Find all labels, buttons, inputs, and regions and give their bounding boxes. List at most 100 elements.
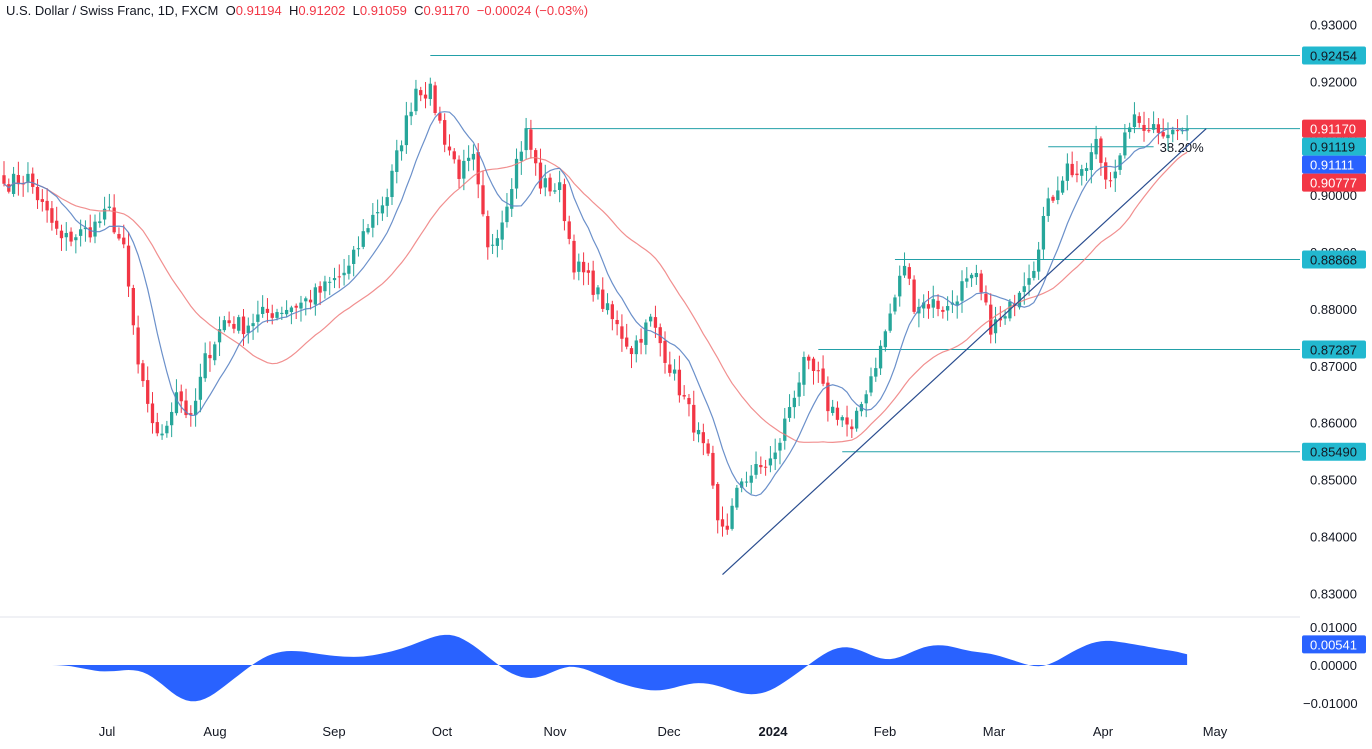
candle (170, 402, 174, 438)
candle (1032, 261, 1036, 281)
candle-body (706, 443, 710, 454)
candle (1175, 119, 1180, 141)
candle (294, 303, 298, 320)
candle (1104, 157, 1108, 189)
candle (649, 313, 653, 327)
candle-body (778, 442, 782, 451)
candle-body (802, 356, 806, 385)
candle (375, 199, 380, 226)
candle-body (55, 220, 59, 229)
candle (332, 267, 337, 289)
candle-body (256, 314, 260, 322)
price-tag-label: 0.91170 (1310, 122, 1356, 137)
candle-body (840, 417, 844, 421)
candle (807, 354, 811, 370)
candle (184, 388, 188, 419)
candle-body (668, 364, 672, 373)
candle-body (941, 309, 945, 312)
candle-body (902, 265, 907, 276)
candle (74, 234, 78, 254)
candle-body (1171, 129, 1175, 135)
candle-body (1166, 134, 1170, 139)
candle-body (102, 208, 107, 220)
candle-body (591, 270, 595, 295)
candle-body (476, 152, 480, 185)
candle (577, 253, 581, 281)
candle-body (347, 265, 351, 274)
candle (1075, 161, 1079, 183)
candle (16, 161, 21, 196)
candle (1027, 264, 1031, 296)
candle (754, 451, 758, 479)
candle (1070, 151, 1074, 178)
price-tick-label: 0.90000 (1310, 188, 1357, 203)
candle (831, 399, 835, 416)
candle (371, 203, 375, 238)
candle (557, 170, 562, 203)
candle-body (850, 426, 854, 430)
candle (581, 252, 586, 286)
osc-tick-label: −0.01000 (1303, 696, 1358, 711)
candle-body (878, 345, 883, 369)
candle-body (471, 153, 476, 160)
candle-body (907, 267, 911, 279)
candle-body (452, 151, 456, 160)
candle-body (735, 487, 739, 508)
candle-body (979, 273, 983, 293)
candle (629, 345, 634, 369)
time-axis[interactable]: Jul Aug Sep Oct Nov Dec 2024 Feb Mar Apr May (99, 724, 1228, 739)
candle (922, 294, 926, 319)
candle-body (1137, 116, 1141, 123)
oscillator-tag: 0.00541 (1302, 635, 1366, 654)
candle-body (759, 465, 763, 468)
candle (725, 513, 729, 535)
candle (45, 188, 49, 223)
candle-body (787, 407, 792, 418)
candle-body (701, 432, 705, 444)
candle-body (644, 322, 648, 345)
candle (720, 506, 725, 537)
candle-body (553, 190, 557, 192)
candle (31, 167, 35, 194)
oscillator-tag-label: 0.00541 (1310, 637, 1357, 652)
oscillator-panel (0, 616, 1300, 702)
symbol-title: U.S. Dollar / Swiss Franc, 1D, FXCM (6, 3, 219, 18)
candle (150, 392, 155, 434)
candle-body (165, 425, 169, 434)
candle (93, 214, 97, 244)
candle (869, 367, 873, 397)
candle (126, 232, 131, 297)
price-tag: 0.85490 (1302, 442, 1366, 461)
candle-body (1175, 130, 1180, 132)
candle-body (816, 370, 820, 372)
horizontal-levels: 38.20% (430, 55, 1300, 453)
candle-body (1128, 127, 1132, 133)
candle-body (112, 207, 116, 233)
candle-body (893, 297, 897, 312)
candle-body (898, 275, 902, 297)
candle (931, 285, 935, 318)
candle (826, 376, 830, 422)
candle (471, 144, 476, 171)
candle (385, 188, 389, 217)
month-label: Aug (203, 724, 226, 739)
candle (859, 401, 864, 417)
candle (979, 269, 983, 301)
sma-fast-line (3, 111, 1188, 497)
candle-body (1118, 155, 1122, 170)
candle (687, 394, 691, 417)
candle-body (639, 338, 643, 343)
candle (160, 424, 164, 440)
candle (495, 229, 500, 258)
candle (768, 446, 773, 473)
candle (797, 372, 801, 407)
trendline-line (722, 128, 1207, 576)
candle (759, 456, 763, 474)
candle-body (888, 313, 892, 331)
candle-body (864, 394, 868, 404)
trendline (722, 128, 1207, 576)
candle (840, 415, 844, 428)
candle (682, 385, 686, 400)
candle (792, 390, 796, 419)
